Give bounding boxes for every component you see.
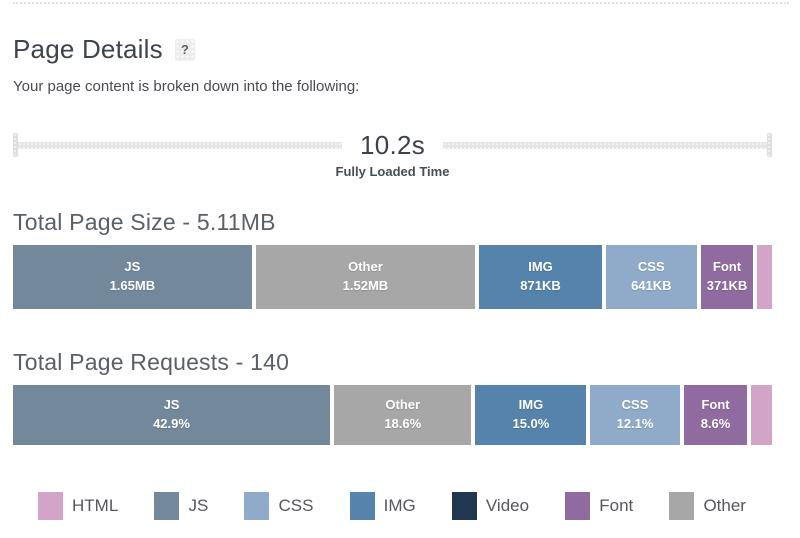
- bar-segment-label: CSS 12.1%: [616, 397, 654, 431]
- bar-segment-label: IMG 871KB: [520, 259, 561, 293]
- bar-segment-label: Font 8.6%: [700, 397, 731, 431]
- bar-segment-css[interactable]: CSS 641KB: [605, 245, 697, 309]
- bar-segment-js[interactable]: JS 1.65MB: [13, 245, 252, 309]
- img-swatch-icon: [349, 492, 375, 520]
- bar-segment-other[interactable]: Other 18.6%: [334, 385, 472, 445]
- bar-segment-js[interactable]: JS 42.9%: [13, 385, 331, 445]
- other-swatch-icon: [669, 492, 695, 520]
- page-details-panel: Page Details ? Your page content is brok…: [13, 34, 773, 520]
- bar-segment-label: JS 1.65MB: [109, 259, 156, 293]
- header: Page Details ?: [13, 34, 772, 65]
- timeline-line-right: [443, 141, 768, 149]
- video-swatch-icon: [451, 492, 477, 520]
- html-swatch-icon: [38, 492, 63, 520]
- legend-label: JS: [188, 496, 209, 515]
- bar-segment-other[interactable]: Other 1.52MB: [255, 245, 476, 309]
- legend-label: Video: [485, 496, 530, 515]
- bar-segment-label: Other 18.6%: [384, 397, 422, 431]
- content-type-legend: HTML JS CSS IMG Video Font Other: [13, 492, 772, 520]
- bar-segment-label: Font 371KB: [706, 259, 748, 293]
- help-icon[interactable]: ?: [174, 38, 195, 61]
- total-page-size-title: Total Page Size - 5.11MB: [13, 209, 276, 235]
- fully-loaded-time-label: Fully Loaded Time: [335, 164, 450, 179]
- page-requests-stacked-bar: JS 42.9% Other 18.6% IMG 15.0% CSS 12.1% Font 8.6…: [13, 385, 772, 445]
- legend-label: HTML: [72, 496, 119, 515]
- total-page-requests-title: Total Page Requests - 140: [13, 349, 290, 375]
- legend-item-html[interactable]: HTML: [38, 492, 118, 520]
- fully-loaded-time-value: 10.2s: [359, 129, 426, 160]
- font-swatch-icon: [565, 492, 591, 520]
- page-title: Page Details: [13, 34, 163, 64]
- timeline-left-cap-icon: [13, 133, 18, 157]
- css-swatch-icon: [244, 492, 270, 520]
- page-subtitle: Your page content is broken down into th…: [13, 78, 360, 95]
- bar-segment-label: CSS 641KB: [631, 259, 672, 293]
- bar-segment-font[interactable]: Font 8.6%: [683, 385, 748, 445]
- bar-segment-html[interactable]: [751, 385, 772, 445]
- bar-segment-label: IMG 15.0%: [512, 397, 550, 431]
- bar-segment-css[interactable]: CSS 12.1%: [590, 385, 680, 445]
- bar-segment-font[interactable]: Font 371KB: [700, 245, 754, 309]
- legend-label: CSS: [278, 496, 314, 515]
- legend-item-video[interactable]: Video: [451, 492, 530, 520]
- fully-loaded-timeline: 10.2s Fully Loaded Time: [13, 129, 773, 179]
- legend-label: Font: [599, 496, 634, 515]
- bar-segment-label: JS 42.9%: [153, 397, 190, 431]
- legend-item-other[interactable]: Other: [669, 492, 746, 520]
- bar-segment-img[interactable]: IMG 15.0%: [475, 385, 587, 445]
- legend-label: IMG: [383, 496, 416, 515]
- legend-item-js[interactable]: JS: [154, 492, 208, 520]
- timeline-right-cap-icon: [767, 133, 773, 157]
- legend-item-css[interactable]: CSS: [244, 492, 313, 520]
- page-size-stacked-bar: JS 1.65MB Other 1.52MB IMG 871KB CSS 641KB Font 3…: [13, 245, 772, 309]
- bar-segment-html[interactable]: [757, 245, 772, 309]
- bar-segment-label: Other 1.52MB: [342, 259, 389, 293]
- legend-label: Other: [703, 496, 746, 515]
- timeline-row: 10.2s: [13, 129, 773, 161]
- timeline-line-left: [18, 141, 342, 149]
- legend-item-img[interactable]: IMG: [349, 492, 416, 520]
- js-swatch-icon: [154, 492, 180, 520]
- legend-item-font[interactable]: Font: [565, 492, 633, 520]
- bar-segment-img[interactable]: IMG 871KB: [479, 245, 602, 309]
- top-divider: [13, 2, 789, 4]
